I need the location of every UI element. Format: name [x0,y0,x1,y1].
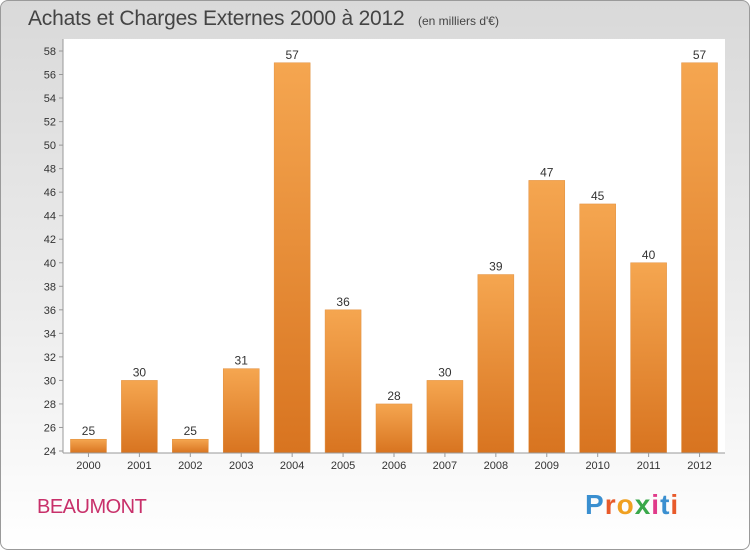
bar-value-label: 30 [438,365,452,379]
bar-2011 [630,262,667,454]
bar-2004 [273,62,311,454]
x-tick-label: 2011 [637,460,661,472]
bar-2003 [222,368,260,454]
x-axis: 2000 2001 2002 2003 2004 2005 2006 2007 2008 2009… [63,452,725,472]
bar-value-label: 57 [285,48,299,62]
bar-2000 [70,438,107,454]
y-tick-label: 56 [44,70,56,82]
bar-value-label: 25 [82,424,96,438]
bars-group: 25 30 25 31 57 36 28 30 39 47 45 40 57 [70,48,718,454]
x-tick-label: 2006 [382,460,406,472]
proxiti-logo[interactable]: Proxiti [585,489,679,521]
x-tick-label: 2010 [585,460,609,472]
bar-value-label: 25 [184,424,198,438]
y-tick-label: 54 [44,93,56,105]
y-tick-label: 52 [44,117,56,129]
bar-value-label: 28 [387,389,401,403]
bar-value-label: 47 [540,165,554,179]
y-tick-label: 34 [44,328,56,340]
bar-value-label: 40 [642,248,656,262]
bar-value-label: 39 [489,260,503,274]
y-tick-label: 48 [44,164,56,176]
x-tick-label: 2005 [331,460,355,472]
logo-letter: i [670,489,680,520]
bar-2006 [375,403,413,454]
bar-2010 [579,203,616,454]
bar-value-label: 57 [693,48,707,62]
y-tick-label: 32 [44,352,56,364]
city-label: BEAUMONT [37,496,147,518]
bar-value-label: 45 [591,189,605,203]
x-tick-label: 2003 [229,460,253,472]
y-tick-label: 50 [44,140,56,152]
chart-title: Achats et Charges Externes 2000 à 2012 [28,7,405,30]
logo-letter: i [651,489,661,520]
y-tick-label: 40 [44,258,56,270]
bar-value-label: 30 [133,365,147,379]
logo-letter: o [616,489,635,520]
y-tick-label: 46 [44,187,56,199]
logo-letter: x [634,489,652,520]
y-tick-label: 42 [44,234,56,246]
y-tick-label: 24 [44,446,56,458]
y-tick-label: 38 [44,281,56,293]
bar-2005 [324,309,362,454]
y-tick-label: 26 [44,422,56,434]
y-axis: 24 26 28 30 32 34 36 38 40 42 44 46 48 50 52 54 56 58 [44,39,64,458]
bar-2002 [172,438,209,454]
y-tick-label: 36 [44,305,56,317]
y-tick-label: 28 [44,399,56,411]
x-tick-label: 2009 [535,460,559,472]
bar-2012 [681,62,718,454]
y-tick-label: 44 [44,211,56,223]
logo-letter: t [660,489,671,520]
bar-2008 [477,274,515,454]
x-tick-label: 2007 [433,460,457,472]
x-tick-label: 2008 [484,460,508,472]
bar-2009 [528,180,566,454]
bar-value-label: 31 [235,354,249,368]
chart-subtitle: (en milliers d'€) [418,14,499,28]
x-tick-label: 2012 [687,460,711,472]
x-tick-label: 2001 [127,460,151,472]
x-tick-label: 2004 [280,460,304,472]
y-tick-label: 58 [44,46,56,58]
x-tick-label: 2002 [178,460,202,472]
bar-2007 [426,380,464,454]
y-tick-label: 30 [44,375,56,387]
bar-value-label: 36 [336,295,350,309]
x-tick-label: 2000 [76,460,100,472]
logo-letter: r [604,489,617,520]
logo-letter: P [585,489,605,520]
bar-2001 [121,380,158,454]
